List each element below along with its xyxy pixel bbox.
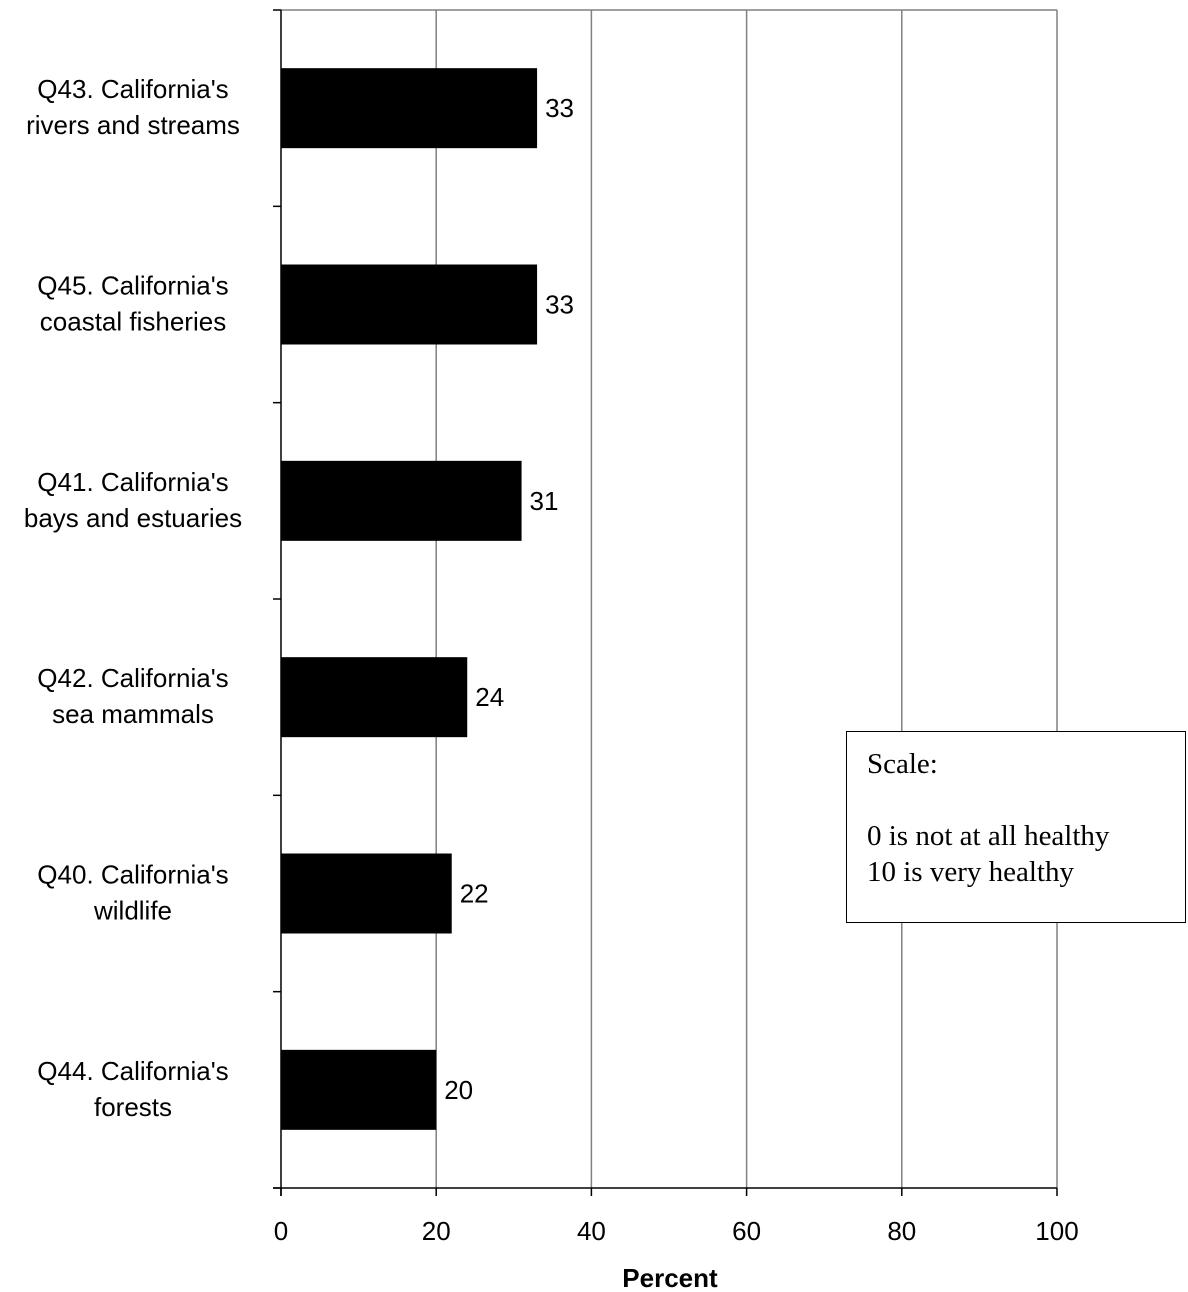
scale-note-box: Scale: 0 is not at all healthy 10 is ver… — [846, 731, 1186, 923]
bar — [281, 1049, 437, 1130]
bar-value-label: 33 — [545, 93, 574, 123]
bar-value-label: 22 — [460, 879, 489, 909]
category-label-line: Q44. California's — [37, 1056, 228, 1086]
category-label-line: rivers and streams — [26, 110, 240, 140]
x-tick-label: 20 — [422, 1216, 451, 1246]
x-axis-title: Percent — [622, 1263, 718, 1292]
scale-note-line-1: 10 is very healthy — [867, 856, 1074, 888]
bar-value-label: 20 — [444, 1075, 473, 1105]
category-label-line: forests — [94, 1092, 172, 1122]
labels: 0 20 40 60 80 100 33 Q43. California's rivers an… — [24, 74, 1079, 1246]
category-label-line: Q42. California's — [37, 663, 228, 693]
bar-value-label: 24 — [475, 682, 504, 712]
category-label: Q43. California's rivers and streams — [26, 74, 240, 140]
category-label-line: sea mammals — [52, 699, 214, 729]
category-label: Q44. California's forests — [37, 1056, 228, 1122]
scale-note-title: Scale: — [867, 748, 938, 780]
bar-value-label: 31 — [530, 486, 559, 516]
x-tick-label: 40 — [577, 1216, 606, 1246]
bar — [281, 264, 538, 345]
x-tick-label: 80 — [887, 1216, 916, 1246]
category-label: Q40. California's wildlife — [37, 860, 228, 926]
category-label-line: Q40. California's — [37, 860, 228, 890]
bars — [281, 68, 538, 1130]
scale-note-line-0: 0 is not at all healthy — [867, 820, 1110, 852]
category-label-line: Q45. California's — [37, 271, 228, 301]
category-label-line: wildlife — [93, 896, 172, 926]
gridlines — [435, 10, 1058, 1188]
category-label: Q42. California's sea mammals — [37, 663, 228, 729]
bar — [281, 460, 522, 541]
category-label-line: Q43. California's — [37, 74, 228, 104]
x-tick-label: 0 — [274, 1216, 288, 1246]
bar-value-label: 33 — [545, 290, 574, 320]
category-label: Q45. California's coastal fisheries — [37, 271, 228, 337]
bar — [281, 68, 538, 149]
category-label: Q41. California's bays and estuaries — [24, 467, 242, 533]
x-tick-label: 60 — [732, 1216, 761, 1246]
bar — [281, 657, 468, 738]
x-tick-label: 100 — [1035, 1216, 1078, 1246]
bar — [281, 853, 452, 934]
category-label-line: Q41. California's — [37, 467, 228, 497]
category-label-line: bays and estuaries — [24, 503, 242, 533]
axes — [273, 9, 1058, 1196]
category-label-line: coastal fisheries — [40, 307, 226, 337]
